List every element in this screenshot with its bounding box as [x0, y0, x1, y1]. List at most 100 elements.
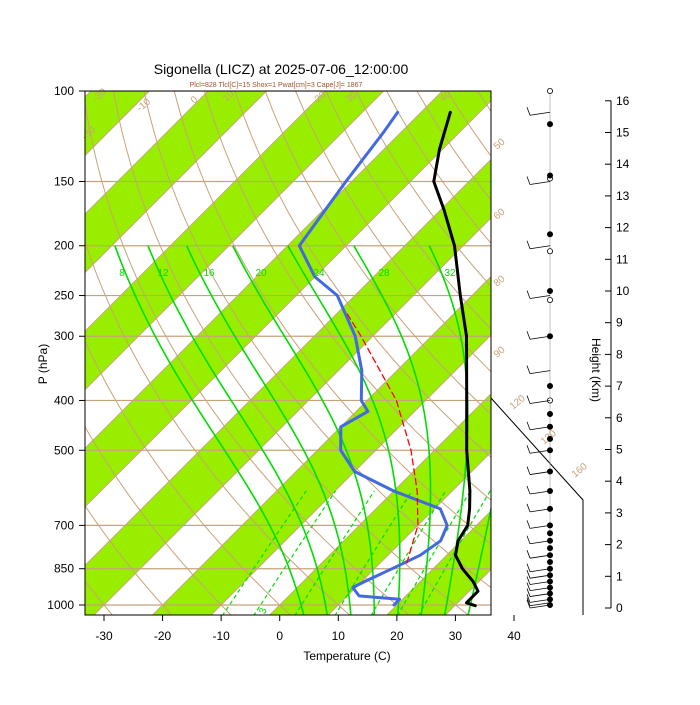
mixing-ratio-line [294, 490, 375, 615]
wind-barb-flag [526, 485, 531, 495]
wind-barb-flag [526, 290, 531, 299]
isotherm [327, 451, 491, 615]
y-axis-label: P (hPa) [36, 344, 50, 384]
dry-adiabat [85, 240, 351, 615]
x-tick-label: 0 [276, 629, 283, 643]
x-tick-label: -30 [95, 629, 113, 643]
y-tick-label: 700 [54, 518, 74, 532]
chart-subtitle: Plcl=828 Tlcl[C]=15 Shox=1 Pwat[cm]=3 Ca… [190, 82, 363, 89]
wind-barb-flag [526, 421, 531, 430]
wind-barb-staff [529, 370, 551, 375]
wind-barb-staff [529, 295, 551, 299]
moist-adiabat [353, 245, 432, 615]
dry-adiabat [85, 99, 410, 615]
height-tick-label: 0 [616, 601, 623, 615]
mixing-ratio-lines [222, 490, 491, 615]
height-dot [547, 530, 554, 537]
height-tick-label: 13 [616, 189, 630, 203]
height-dot [547, 296, 554, 303]
dry-adiabat [85, 425, 232, 615]
height-dot [547, 172, 554, 179]
y-tick-label: 300 [54, 329, 74, 343]
wind-barb-flag [526, 176, 531, 185]
wind-barb-staff [529, 540, 551, 545]
wind-barb-staff [529, 581, 551, 585]
mixing-ratio-label: 3 [258, 606, 270, 615]
mixing-ratio-line [334, 490, 413, 615]
right-panel [490, 88, 584, 615]
height-tick-label: 10 [616, 284, 630, 298]
moist-adiabat-label: 12 [157, 268, 169, 279]
wind-barb-staff [529, 587, 551, 591]
dry-adiabat-label: 60 [492, 206, 508, 222]
dry-adiabat [85, 504, 173, 615]
dry-adiabat [264, 91, 491, 415]
moist-adiabat-label: 20 [255, 268, 267, 279]
x-tick-label: -20 [154, 629, 172, 643]
x-tick-label: 20 [390, 629, 404, 643]
dry-adiabat [85, 339, 292, 615]
y-tick-label: 250 [54, 289, 74, 303]
height-dot [547, 248, 554, 255]
dry-adiabat [204, 91, 491, 501]
height-dot [547, 545, 554, 552]
height-tick-label: 3 [616, 506, 623, 520]
mixing-ratio-line [253, 490, 336, 615]
wind-barb-flag [526, 597, 531, 606]
parcel-line [345, 312, 419, 564]
moist-adiabat-label: 28 [378, 268, 390, 279]
moist-adiabat-label: 16 [203, 268, 215, 279]
chart-title: Sigonella (LICZ) at 2025-07-06_12:00:00 [154, 61, 409, 77]
wind-barb-staff [529, 471, 551, 475]
wind-barb-flag [526, 599, 531, 609]
isotherm-band [85, 91, 491, 507]
wind-barb-staff [529, 181, 551, 185]
y-tick-label: 150 [54, 175, 74, 189]
height-tick-label: 2 [616, 538, 623, 552]
height-tick-label: 4 [616, 474, 623, 488]
isotherm [85, 158, 491, 567]
wind-barb-staff [529, 574, 551, 579]
height-dot [547, 435, 554, 442]
wind-barb-staff [529, 524, 551, 529]
temperature-line [432, 110, 480, 608]
moist-adiabat-label: 24 [313, 268, 325, 279]
height-tick-label: 15 [616, 126, 630, 140]
wind-barb-flag [526, 395, 531, 404]
wind-barb-staff [529, 111, 551, 116]
height-tick-label: 12 [616, 221, 630, 235]
x-axis: -30 -20 -10 0 10 20 30 40 [95, 615, 521, 643]
wind-barb-staff [529, 426, 551, 431]
isotherm [85, 91, 385, 391]
x-tick-label: 10 [332, 629, 346, 643]
dry-adiabat-label: 0 [189, 94, 201, 106]
wind-barb-flag [526, 466, 531, 475]
x-tick-label: 30 [449, 629, 463, 643]
dry-adiabat [325, 91, 491, 330]
wind-barb-flag [526, 570, 531, 579]
wind-barb-flag [526, 503, 531, 512]
wind-barb-staff [529, 400, 551, 404]
height-tick-label: 11 [616, 252, 629, 266]
wind-barb-staff [529, 508, 551, 513]
dry-adiabat-label: 120 [508, 393, 528, 412]
mixing-ratio-line [397, 490, 471, 615]
moist-adiabat-label: 8 [119, 268, 125, 279]
height-tick-label: 6 [616, 411, 623, 425]
moist-adiabat [287, 245, 401, 615]
moist-adiabat-label: 32 [444, 268, 456, 279]
isotherm [85, 91, 209, 215]
moist-adiabat [231, 245, 376, 615]
isotherm [560, 80, 700, 618]
wind-barb-flag [526, 594, 531, 603]
wind-barb-staff [529, 593, 551, 597]
moist-adiabat [185, 245, 352, 615]
dry-adiabat-label: 160 [570, 461, 590, 480]
height-dot [547, 559, 554, 566]
y-tick-label: 400 [54, 393, 74, 407]
dry-adiabat [295, 91, 491, 373]
dry-adiabat [143, 91, 491, 589]
dry-adiabat [113, 91, 470, 615]
height-tick-label: 7 [616, 379, 623, 393]
